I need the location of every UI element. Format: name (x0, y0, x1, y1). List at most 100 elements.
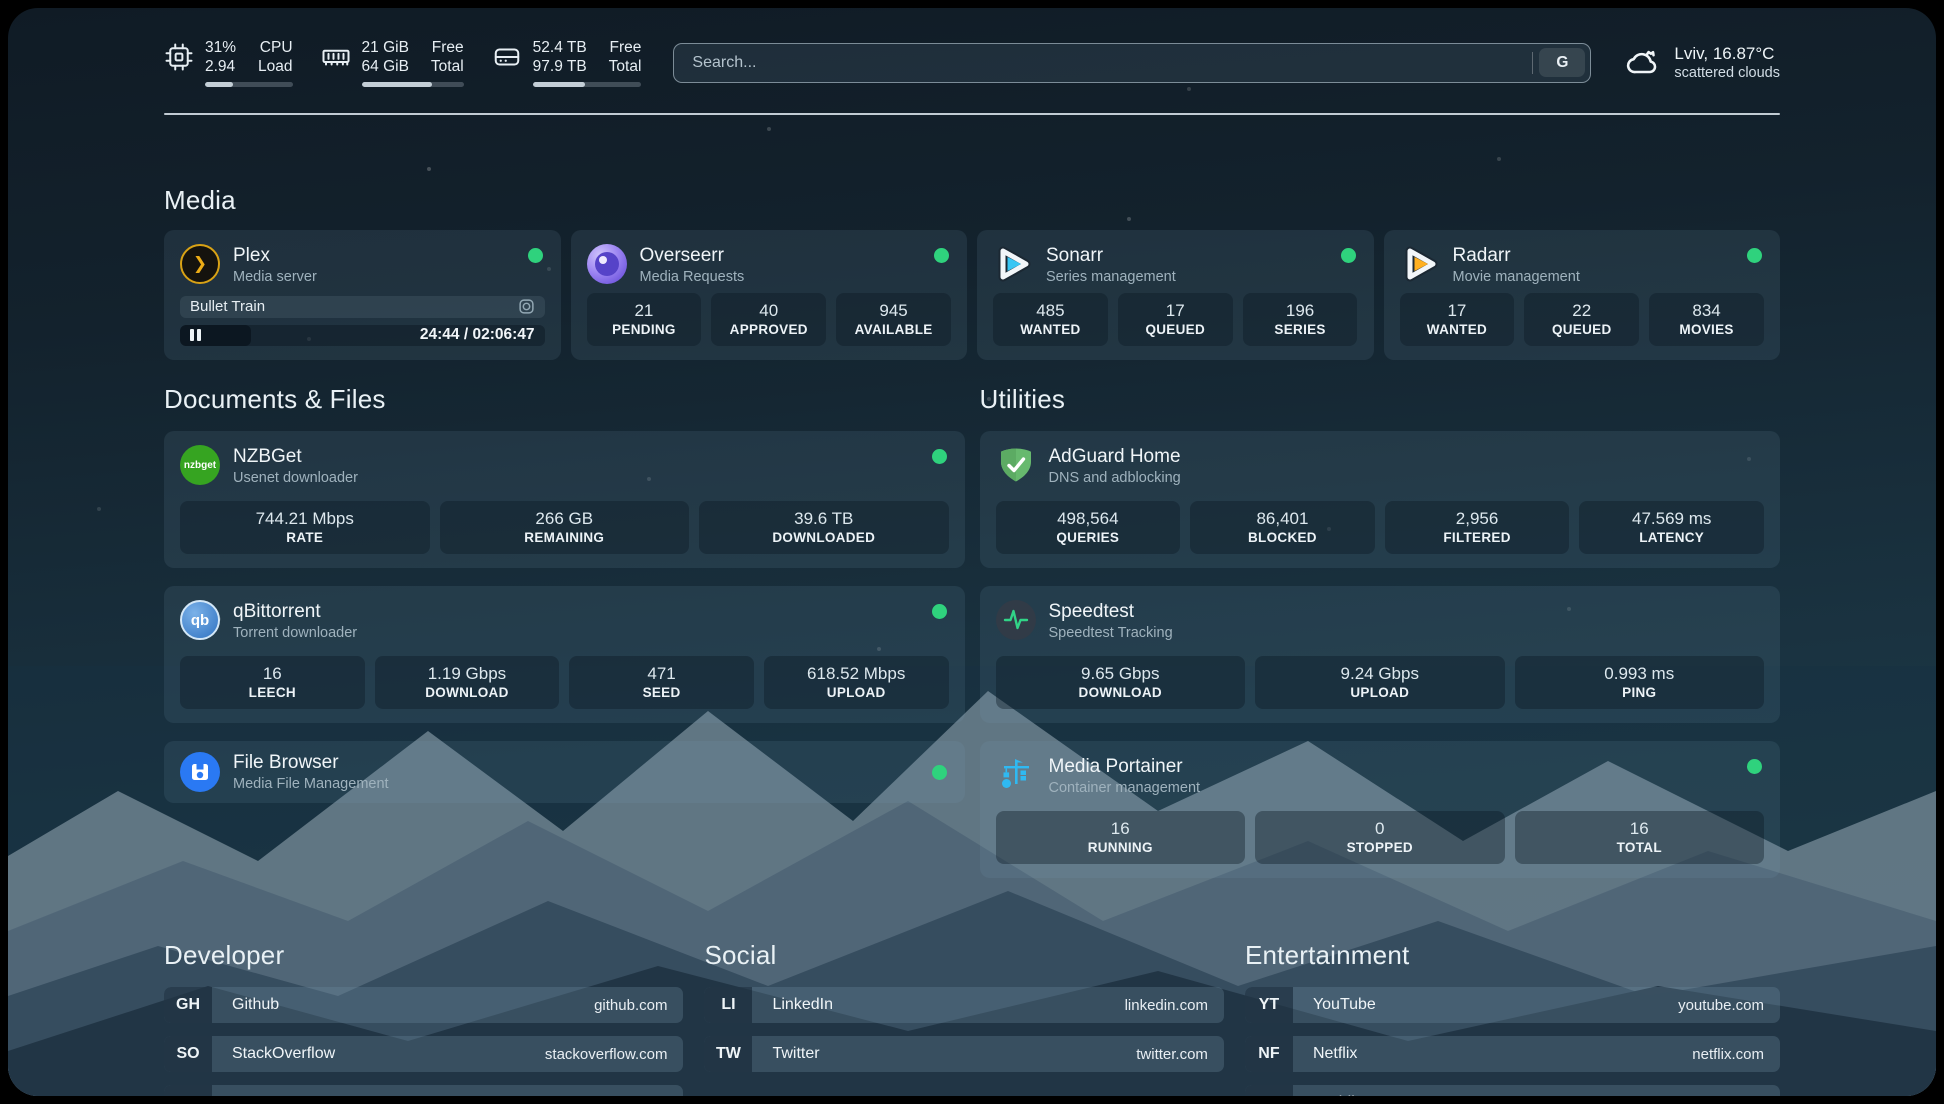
qbittorrent-card[interactable]: qb qBittorrent Torrent downloader 16 LEEC… (164, 586, 965, 723)
memory-progress-bar (361, 82, 464, 87)
speedtest-stat-upload: 9.24 Gbps UPLOAD (1255, 656, 1505, 709)
speedtest-stat-ping: 0.993 ms PING (1514, 656, 1764, 709)
mountain-background (8, 666, 1936, 1096)
section-title-entertainment: Entertainment (1244, 940, 1410, 970)
weather-widget: Lviv, 16.87°C scattered clouds (1625, 43, 1780, 82)
bookmark-url: netflix.com (1692, 1045, 1764, 1063)
disk-progress-fill (532, 82, 585, 87)
qbittorrent-stat-download: 1.19 Gbps DOWNLOAD (374, 656, 560, 709)
entertainment-column: Entertainment YT YouTube youtube.com NF … (1244, 940, 1780, 1097)
overseerr-title: Overseerr (639, 245, 724, 266)
screenshot-icon[interactable] (518, 298, 535, 315)
documents-column: Documents & Files nzbget NZBGet Usenet d… (164, 384, 965, 803)
filebrowser-card[interactable]: File Browser Media File Management (164, 741, 965, 803)
adguard-stat-latency: 47.569 ms LATENCY (1579, 501, 1764, 554)
weather-condition: scattered clouds (1674, 65, 1780, 81)
bookmark-abbr: DT (164, 1085, 212, 1096)
pause-icon[interactable] (190, 329, 201, 342)
memory-value-1: 21 GiB (361, 39, 409, 56)
adguard-card[interactable]: AdGuard Home DNS and adblocking 498,564 Q… (979, 431, 1780, 568)
search-engine-button[interactable]: G (1539, 48, 1586, 77)
portainer-card[interactable]: Media Portainer Container management 16 R… (979, 741, 1780, 878)
memory-label-2: Total (430, 58, 464, 75)
nzbget-stat-downloaded: 39.6 TB DOWNLOADED (699, 501, 949, 554)
plex-icon: ❯ (180, 244, 220, 284)
cpu-value-1: 31% (205, 39, 237, 56)
top-bar: 31% 2.94 CPU Load (164, 8, 1780, 87)
plex-card[interactable]: ❯ Plex Media server Bullet Train (164, 230, 561, 360)
bookmark-netflix[interactable]: NF Netflix netflix.com (1244, 1036, 1780, 1072)
nzbget-icon: nzbget (180, 445, 220, 485)
search-bar[interactable]: G (673, 42, 1592, 83)
bookmark-reddit[interactable]: RE Reddit reddit.com (1244, 1085, 1780, 1097)
cpu-value-2: 2.94 (205, 58, 236, 75)
speedtest-subtitle: Speedtest Tracking (1048, 625, 1173, 641)
qbittorrent-subtitle: Torrent downloader (233, 625, 358, 641)
bookmark-dev[interactable]: DT DEV dev.to (164, 1085, 684, 1097)
cpu-stat: 31% 2.94 CPU Load (164, 38, 293, 87)
nzbget-stat-rate: 744.21 Mbps RATE (180, 501, 430, 554)
bookmark-abbr: RE (1244, 1085, 1293, 1096)
bookmark-twitter[interactable]: TW Twitter twitter.com (704, 1036, 1224, 1072)
disk-value-2: 97.9 TB (532, 58, 587, 75)
speedtest-icon (995, 600, 1036, 640)
portainer-title: Media Portainer (1048, 756, 1183, 777)
sonarr-icon (998, 246, 1031, 282)
bookmark-abbr: YT (1244, 987, 1293, 1023)
overseerr-card[interactable]: Overseerr Media Requests 21 PENDING 40 APP… (570, 230, 967, 360)
adguard-stat-blocked: 86,401 BLOCKED (1190, 501, 1375, 554)
section-title-documents: Documents & Files (164, 384, 386, 414)
memory-stat: 21 GiB 64 GiB Free Total (321, 38, 464, 87)
sonarr-card[interactable]: Sonarr Series management 485 WANTED 17 QUE… (977, 230, 1374, 360)
speedtest-stat-download: 9.65 Gbps DOWNLOAD (995, 656, 1245, 709)
bookmark-youtube[interactable]: YT YouTube youtube.com (1244, 987, 1780, 1023)
bookmark-name: Reddit (1313, 1094, 1359, 1096)
developer-column: Developer GH Github github.com SO StackO… (164, 940, 684, 1097)
bookmark-name: Netflix (1312, 1045, 1358, 1062)
radarr-stat-wanted: 17 WANTED (1399, 293, 1515, 346)
overseerr-subtitle: Media Requests (639, 269, 745, 285)
bookmark-abbr: GH (164, 987, 212, 1023)
adguard-subtitle: DNS and adblocking (1048, 470, 1181, 486)
nzbget-subtitle: Usenet downloader (233, 470, 358, 486)
disk-stat: 52.4 TB 97.9 TB Free Total (492, 38, 642, 87)
bookmark-url: dev.to (628, 1095, 668, 1097)
cpu-progress-bar (205, 82, 293, 87)
memory-progress-fill (361, 82, 432, 87)
portainer-stat-running: 16 RUNNING (995, 811, 1245, 864)
bookmark-linkedin[interactable]: LI LinkedIn linkedin.com (704, 987, 1224, 1023)
plex-time: 24:44 / 02:06:47 (419, 326, 535, 344)
speedtest-card[interactable]: Speedtest Speedtest Tracking 9.65 Gbps DO… (979, 586, 1780, 723)
bookmark-url: reddit.com (1694, 1095, 1764, 1097)
portainer-status-dot (1747, 759, 1762, 774)
radarr-card[interactable]: Radarr Movie management 17 WANTED 22 QUEUE… (1383, 230, 1780, 360)
nzbget-card[interactable]: nzbget NZBGet Usenet downloader 744.21 M… (164, 431, 965, 568)
plex-now-playing-row: Bullet Train (180, 296, 545, 318)
qbittorrent-status-dot (931, 604, 947, 619)
bookmark-stackoverflow[interactable]: SO StackOverflow stackoverflow.com (164, 1036, 684, 1072)
cpu-progress-fill (205, 82, 233, 87)
bookmark-github[interactable]: GH Github github.com (164, 987, 684, 1023)
filebrowser-title: File Browser (233, 752, 339, 773)
sonarr-stat-series: 196 SERIES (1242, 293, 1358, 346)
bookmark-abbr: LI (704, 987, 753, 1023)
radarr-subtitle: Movie management (1452, 269, 1580, 285)
filebrowser-icon (180, 752, 220, 792)
portainer-stat-stopped: 0 STOPPED (1255, 811, 1505, 864)
nzbget-title: NZBGet (233, 446, 302, 467)
bookmark-url: twitter.com (1136, 1045, 1208, 1063)
nzbget-status-dot (931, 449, 947, 464)
sonarr-title: Sonarr (1046, 245, 1104, 266)
adguard-stat-queries: 498,564 QUERIES (995, 501, 1181, 554)
search-input[interactable] (690, 52, 1533, 73)
sonarr-status-dot (1340, 248, 1356, 263)
media-cards-row: ❯ Plex Media server Bullet Train (164, 230, 1780, 360)
plex-title: Plex (233, 245, 270, 266)
qbittorrent-stat-upload: 618.52 Mbps UPLOAD (763, 656, 949, 709)
bookmark-url: stackoverflow.com (544, 1045, 668, 1063)
weather-location-temp: Lviv, 16.87°C (1674, 44, 1775, 63)
memory-icon (322, 49, 350, 66)
memory-label-1: Free (431, 39, 464, 56)
radarr-stat-queued: 22 QUEUED (1524, 293, 1640, 346)
cpu-label-1: CPU (259, 39, 293, 56)
